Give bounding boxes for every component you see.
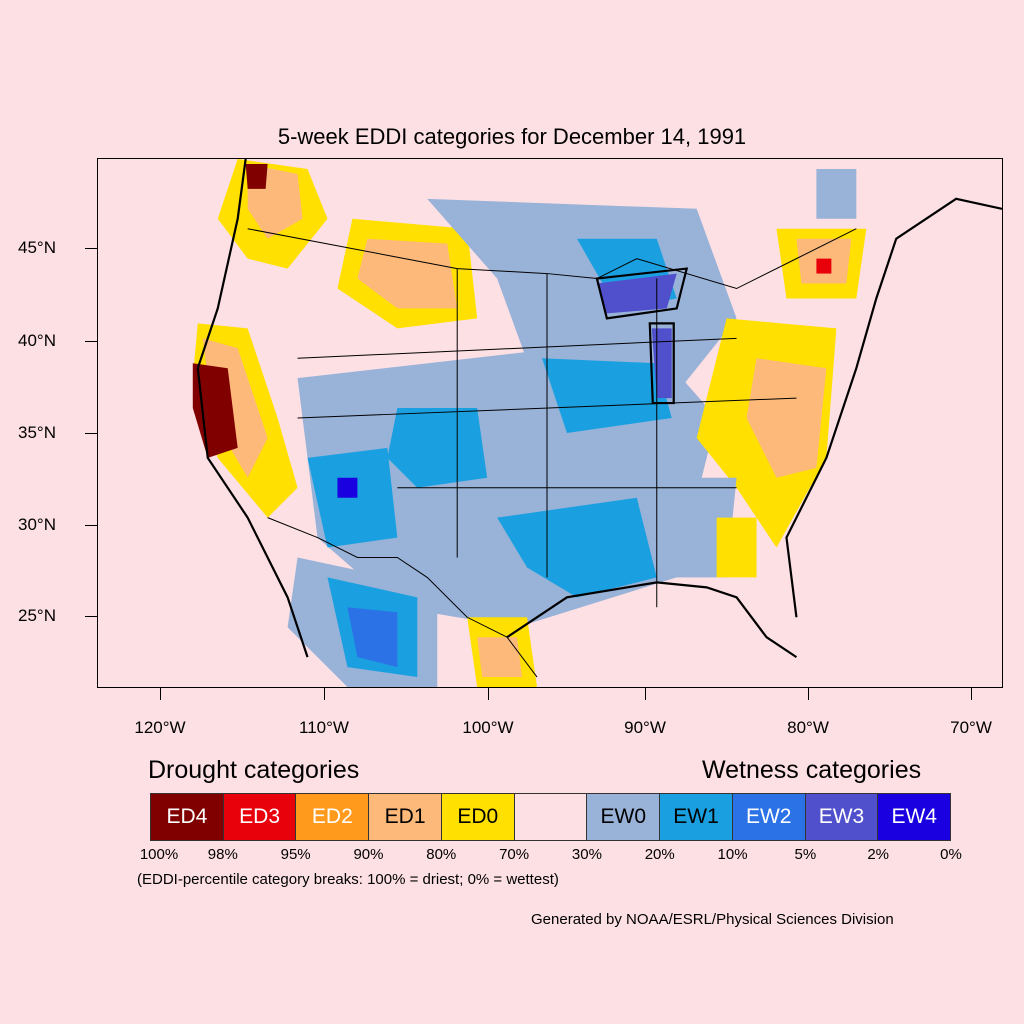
eddi-map [192, 159, 1002, 687]
state-line-lat-37 [297, 397, 797, 419]
drought-heading: Drought categories [148, 756, 360, 784]
region-california-ed4 [192, 363, 238, 458]
legend-box-ed2: ED2 [296, 794, 370, 840]
legend-box-ew4: EW4 [878, 794, 951, 840]
region-montana-ed1 [357, 238, 458, 309]
region-pacific-northwest-ed4 [245, 163, 268, 189]
map-title: 5-week EDDI categories for December 14, … [277, 124, 747, 149]
lon-tick [971, 688, 972, 700]
legend-bar: ED4 ED3 ED2 ED1 ED0 EW0 EW1 EW2 EW3 EW4 [150, 793, 951, 841]
wetness-heading: Wetness categories [702, 756, 922, 784]
coastlines [196, 159, 1002, 659]
percentile-label: 0% [940, 846, 962, 863]
lon-label-80w: 80°W [787, 718, 829, 737]
region-southeast-ed0 [716, 517, 757, 578]
lon-tick [160, 688, 161, 700]
state-borders [247, 228, 857, 678]
lon-tick [808, 688, 809, 700]
region-iowa-ew1 [542, 358, 672, 433]
percentile-label: 30% [571, 846, 602, 863]
lon-tick [645, 688, 646, 700]
legend-box-ew0: EW0 [587, 794, 661, 840]
percentile-label: 100% [139, 846, 179, 863]
lat-label-30n: 30°N [18, 515, 56, 534]
category-break-note: (EDDI-percentile category breaks: 100% =… [137, 871, 559, 888]
atlantic-coast [785, 197, 1002, 618]
lat-tick [85, 248, 97, 249]
lon-label-70w: 70°W [950, 718, 992, 737]
lon-tick [324, 688, 325, 700]
lon-label-100w: 100°W [462, 718, 514, 737]
percentile-label: 70% [499, 846, 530, 863]
percentile-label: 2% [867, 846, 890, 863]
legend-box-ew2: EW2 [732, 794, 806, 840]
pacific-coast [196, 159, 309, 658]
region-maine-ew0 [816, 168, 857, 219]
map-frame [97, 158, 1003, 688]
lat-tick [85, 525, 97, 526]
lat-label-25n: 25°N [18, 606, 56, 625]
lat-label-40n: 40°N [18, 331, 56, 350]
state-line-lat-41 [297, 337, 737, 359]
lat-label-35n: 35°N [18, 423, 56, 442]
percentile-label: 10% [717, 846, 748, 863]
lat-tick [85, 616, 97, 617]
credit-text: Generated by NOAA/ESRL/Physical Sciences… [531, 911, 894, 928]
lat-label-45n: 45°N [18, 238, 56, 257]
category-regions [192, 159, 867, 687]
legend-box-ed3: ED3 [223, 794, 297, 840]
lon-label-110w: 110°W [299, 718, 349, 737]
legend-box-ew1: EW1 [660, 794, 733, 840]
legend-box-ed1: ED1 [369, 794, 442, 840]
legend-box-ew3: EW3 [805, 794, 879, 840]
region-western-mexico-ew2 [347, 607, 398, 668]
lon-tick [488, 688, 489, 700]
percentile-label: 98% [207, 846, 238, 863]
region-new-england-ed3 [816, 258, 832, 274]
percentile-label: 5% [794, 846, 817, 863]
lat-tick [85, 433, 97, 434]
lat-tick [85, 341, 97, 342]
region-texas-ew1 [497, 497, 657, 598]
region-mid-atlantic-ed1 [746, 358, 827, 478]
legend-box-neutral [514, 794, 588, 840]
gulf-coast [506, 581, 798, 659]
legend-box-ed4: ED4 [151, 794, 224, 840]
percentile-label: 90% [353, 846, 384, 863]
percentile-label: 80% [426, 846, 457, 863]
region-colorado-ew1 [387, 408, 488, 488]
us-mexico-border [267, 517, 538, 678]
legend-box-ed0: ED0 [441, 794, 515, 840]
lon-label-90w: 90°W [624, 718, 666, 737]
lake-michigan-shore [648, 322, 675, 405]
percentile-label: 20% [644, 846, 675, 863]
lake-superior-shore [595, 267, 689, 320]
region-south-texas-ed1 [477, 637, 523, 678]
us-canada-border [247, 228, 857, 290]
lon-label-120w: 120°W [134, 718, 186, 737]
region-new-mexico-ew3 [337, 477, 358, 498]
percentile-label: 95% [280, 846, 311, 863]
